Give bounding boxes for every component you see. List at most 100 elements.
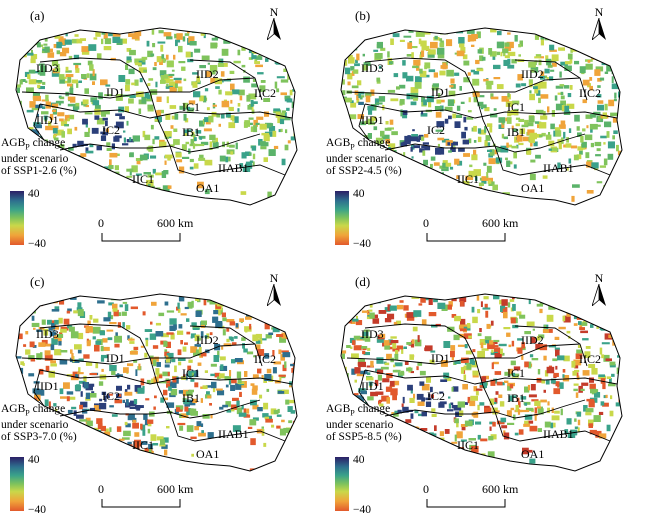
raster-cell [139, 187, 142, 193]
raster-cell [154, 395, 157, 399]
raster-cell [617, 294, 622, 298]
raster-cell [68, 114, 75, 120]
raster-cell [435, 129, 443, 132]
raster-cell [519, 40, 523, 47]
raster-cell [100, 452, 109, 455]
raster-cell [450, 350, 455, 358]
raster-cell [503, 327, 511, 330]
raster-cell [51, 178, 58, 181]
raster-cell [590, 46, 596, 52]
raster-cell [581, 141, 587, 148]
raster-cell [286, 107, 290, 111]
raster-cell [490, 93, 494, 99]
raster-cell [484, 126, 487, 133]
raster-cell [191, 453, 194, 457]
raster-cell [590, 45, 595, 50]
raster-cell [114, 335, 122, 343]
raster-cell [67, 96, 71, 101]
region-boundary [59, 143, 171, 151]
raster-cell [453, 334, 460, 341]
raster-cell [351, 368, 356, 375]
raster-cell [527, 129, 535, 135]
raster-cell [356, 98, 360, 104]
raster-cell [496, 381, 503, 386]
raster-cell [176, 407, 183, 412]
raster-cell [101, 463, 105, 471]
raster-cell [481, 348, 489, 351]
raster-cell [373, 463, 376, 468]
raster-cell [63, 294, 72, 298]
raster-cell [456, 105, 461, 111]
raster-cell [347, 54, 353, 58]
raster-cell [375, 53, 383, 59]
raster-cell [216, 304, 224, 307]
raster-cell [94, 457, 101, 462]
raster-cell [391, 131, 398, 136]
raster-cell [580, 330, 588, 334]
raster-cell [472, 465, 479, 468]
raster-cell [250, 126, 254, 132]
raster-cell [215, 86, 220, 89]
raster-cell [62, 38, 66, 45]
raster-cell [235, 28, 239, 36]
raster-cell [344, 67, 351, 75]
raster-cell [180, 202, 187, 205]
raster-cell [100, 356, 105, 362]
raster-cell [446, 454, 452, 461]
raster-cell [142, 311, 146, 316]
raster-cell [256, 56, 263, 60]
raster-cell [341, 114, 344, 119]
raster-cell [69, 396, 76, 400]
raster-cell [467, 110, 472, 113]
raster-cell [484, 107, 490, 112]
raster-cell [60, 326, 69, 331]
raster-cell [296, 133, 297, 136]
raster-cell [289, 334, 297, 340]
raster-cell [597, 47, 604, 53]
raster-cell [265, 334, 272, 339]
raster-cell [206, 107, 210, 111]
raster-cell [558, 124, 566, 129]
raster-cell [585, 408, 594, 413]
raster-cell [144, 134, 151, 141]
raster-cell [354, 379, 357, 383]
raster-cell [212, 387, 216, 393]
raster-cell [543, 324, 547, 329]
raster-cell [230, 384, 236, 391]
raster-cell [342, 182, 350, 189]
raster-cell [178, 166, 185, 174]
raster-cell [355, 320, 363, 326]
raster-cell [281, 389, 289, 394]
raster-cell [253, 298, 259, 305]
region-boundary [384, 143, 496, 151]
raster-cell [553, 35, 556, 41]
raster-cell [76, 38, 83, 44]
raster-cell [507, 64, 515, 69]
raster-cell [507, 32, 511, 35]
raster-cell [435, 200, 439, 205]
raster-cell [109, 405, 114, 408]
region-boundary [189, 59, 263, 101]
raster-cell [289, 384, 294, 388]
raster-cell [185, 373, 188, 381]
raster-cell [292, 28, 297, 32]
raster-cell [285, 129, 288, 134]
raster-cell [433, 294, 440, 299]
raster-cell [517, 74, 523, 81]
raster-cell [183, 374, 186, 377]
raster-cell [228, 106, 234, 111]
raster-cell [515, 117, 521, 120]
scale-bar [101, 233, 181, 242]
raster-cell [161, 193, 167, 197]
raster-cell [253, 355, 256, 358]
raster-cell [598, 375, 607, 380]
raster-cell [410, 101, 417, 106]
raster-cell [168, 73, 175, 77]
raster-cell [502, 48, 509, 54]
raster-cell [465, 454, 472, 459]
raster-cell [396, 320, 401, 326]
raster-cell [140, 468, 148, 471]
north-arrow-icon: N [262, 6, 286, 42]
raster-cell [476, 31, 481, 39]
raster-cell [28, 69, 36, 74]
